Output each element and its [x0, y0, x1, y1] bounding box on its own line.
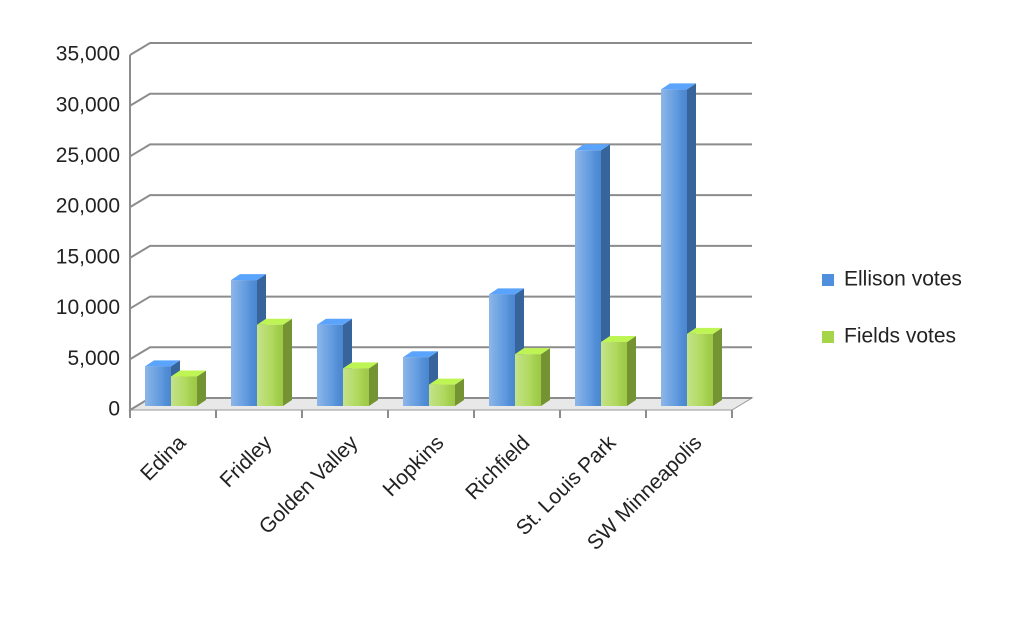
legend-swatch: [822, 274, 834, 286]
bar-side: [369, 362, 378, 406]
bar-group: [429, 378, 464, 406]
bar-side: [687, 83, 696, 406]
grid-line: [129, 42, 752, 56]
bar-shine: [317, 324, 343, 406]
bar-side: [713, 327, 722, 406]
bar-top: [515, 348, 550, 355]
bar-group: [601, 335, 636, 406]
bar-side: [541, 348, 550, 406]
bar-top: [257, 318, 292, 325]
bar-shine: [343, 368, 369, 406]
grid-line: [129, 295, 752, 310]
y-tick-label: 15,000: [56, 245, 120, 268]
grid-line: [129, 143, 752, 158]
bar-shine: [661, 89, 687, 406]
bar-group: [515, 348, 550, 406]
grid-line: [129, 194, 752, 209]
legend-label: Ellison votes: [844, 268, 962, 291]
y-tick-label: 20,000: [56, 195, 120, 218]
x-tick-label: Fridley: [216, 431, 277, 492]
bar-shine: [231, 280, 257, 406]
bar-top: [429, 378, 464, 385]
y-tick-label: 30,000: [56, 93, 120, 116]
bar-shine: [515, 354, 541, 406]
bar-shine: [687, 333, 713, 406]
y-tick-label: 10,000: [56, 296, 120, 319]
bar-shine: [575, 150, 601, 406]
x-tick-label: Hopkins: [379, 431, 449, 501]
bar-top: [403, 351, 438, 358]
bar-top: [661, 83, 696, 90]
y-tick-label: 25,000: [56, 144, 120, 167]
bar-group: [317, 318, 352, 406]
y-tick-label: 0: [108, 398, 120, 421]
bar-group: [687, 327, 722, 406]
grid-line: [129, 92, 752, 107]
bar-top: [601, 335, 636, 342]
bar-group: [575, 144, 610, 407]
bar-group: [661, 83, 696, 406]
bar-shine: [257, 324, 283, 406]
x-tick-label: Richfield: [461, 431, 534, 504]
bar-side: [283, 318, 292, 406]
bar-side: [197, 370, 206, 406]
grid-line: [129, 244, 752, 259]
bar-shine: [489, 294, 515, 406]
bar-group: [343, 362, 378, 406]
bar-group: [145, 360, 180, 406]
bar-top: [171, 370, 206, 377]
y-tick-label: 35,000: [56, 43, 120, 66]
bar-top: [317, 318, 352, 325]
y-tick-label: 5,000: [67, 347, 120, 370]
bar-group: [257, 318, 292, 406]
bar-shine: [145, 366, 171, 406]
bar-shine: [171, 376, 197, 406]
bar-top: [145, 360, 180, 367]
x-tick-label: Edina: [136, 431, 190, 485]
bar-side: [627, 335, 636, 406]
bar-top: [687, 327, 722, 334]
bar-shine: [403, 357, 429, 406]
legend-swatch: [822, 331, 834, 343]
bar-shine: [601, 341, 627, 406]
bar-top: [343, 362, 378, 369]
legend-label: Fields votes: [844, 325, 956, 348]
bar-top: [231, 274, 266, 281]
grid-line: [129, 346, 752, 361]
bar-shine: [429, 384, 455, 406]
bar-side: [455, 378, 464, 406]
bar-group: [171, 370, 206, 406]
bar-top: [575, 144, 610, 151]
bar-top: [489, 288, 524, 295]
